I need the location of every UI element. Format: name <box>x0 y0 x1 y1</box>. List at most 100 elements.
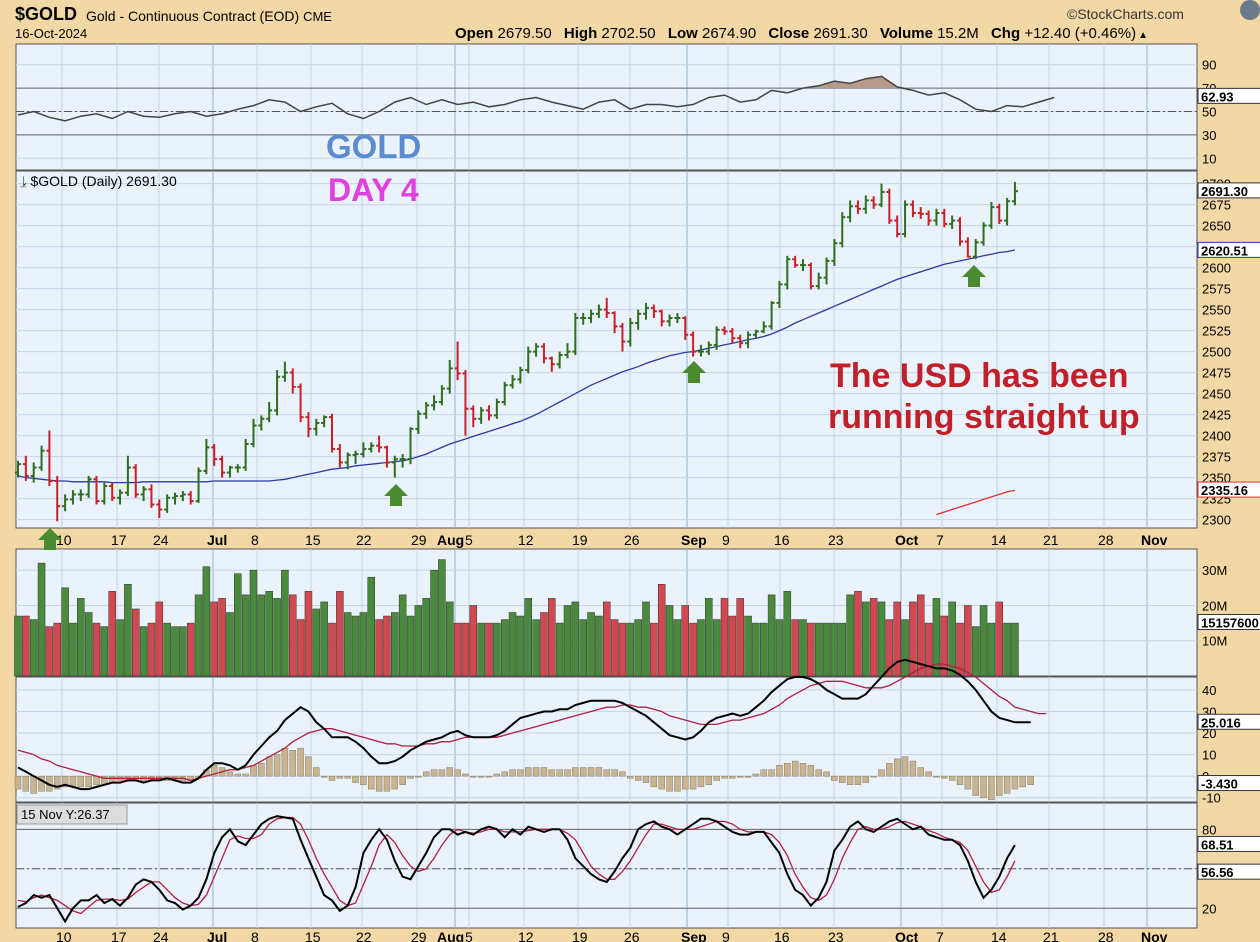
macd-histogram-bar <box>737 775 744 778</box>
macd-histogram-bar <box>627 775 634 779</box>
volume-bar <box>681 605 689 677</box>
x-tick-label: 8 <box>251 532 259 548</box>
macd-histogram-bar <box>878 769 885 777</box>
settings-icon[interactable] <box>1240 0 1260 20</box>
volume-bar <box>995 601 1003 677</box>
macd-histogram-bar <box>964 775 972 790</box>
macd-histogram-bar <box>242 773 249 777</box>
macd-histogram-bar <box>580 767 587 777</box>
volume-bar <box>877 601 886 677</box>
macd-histogram-bar <box>744 775 752 778</box>
volume-last-tag-box <box>1197 614 1260 631</box>
volume-bar <box>273 598 281 677</box>
x-tick-label: 5 <box>465 532 473 548</box>
volume-bar <box>116 619 124 677</box>
price-last-tag: 2691.30 <box>1201 184 1248 199</box>
macd-histogram-bar <box>956 775 964 785</box>
up-arrow-icon <box>384 484 408 506</box>
volume-bar <box>869 598 878 677</box>
volume-bar <box>540 612 548 677</box>
volume-bar <box>430 569 438 677</box>
macd-tick-label: -10 <box>1202 791 1221 806</box>
volume-tick-label: 20M <box>1202 598 1227 613</box>
volume-bar <box>791 619 799 677</box>
macd-histogram-bar <box>93 775 100 785</box>
up-arrow-icon <box>682 361 706 383</box>
volume-last-tag: 15157600 <box>1201 616 1259 631</box>
price-tick-label: 2375 <box>1202 450 1231 465</box>
volume-bar <box>885 619 894 677</box>
macd-histogram-bar <box>438 769 446 777</box>
volume-bar <box>642 601 650 677</box>
volume-bar <box>336 591 344 677</box>
volume-bar <box>265 591 273 677</box>
macd-histogram-bar <box>831 775 838 781</box>
x-tick-label: 23 <box>828 929 844 942</box>
x-tick-label: 8 <box>251 929 259 942</box>
macd-histogram-bar <box>1003 775 1011 794</box>
macd-histogram-bar <box>556 769 563 777</box>
ma50-last-tag-box <box>1197 241 1260 258</box>
macd-histogram-bar <box>752 773 760 777</box>
macd-histogram-bar <box>909 760 917 777</box>
x-tick-label: Jul <box>207 532 227 548</box>
macd-histogram-bar <box>996 775 1003 796</box>
stoch-k-tag: 68.51 <box>1201 837 1234 852</box>
volume-bar <box>838 622 846 677</box>
x-tick-label: 26 <box>624 532 640 548</box>
macd-histogram-bar <box>948 775 956 781</box>
macd-histogram-bar <box>839 775 846 783</box>
x-tick-label: Jul <box>207 929 227 942</box>
macd-histogram-bar <box>705 775 712 785</box>
ma50-line <box>17 249 1016 484</box>
volume-bar <box>77 598 85 677</box>
macd-histogram-bar <box>548 769 555 777</box>
macd-histogram-bar <box>297 747 304 777</box>
volume-bar <box>14 615 22 677</box>
macd-histogram-bar <box>862 775 869 783</box>
macd-histogram-bar <box>595 767 603 777</box>
volume-bar <box>155 601 164 677</box>
volume-bar <box>846 594 854 677</box>
volume-bar <box>234 573 242 677</box>
stockcharts-watermark: ©StockCharts.com <box>1067 6 1184 22</box>
macd-histogram-bar <box>454 769 461 777</box>
volume-bar <box>603 601 611 677</box>
x-tick-label: 17 <box>111 929 127 942</box>
volume-bar <box>391 612 399 677</box>
x-tick-label: 14 <box>991 532 1007 548</box>
macd-tick-label: 40 <box>1202 683 1216 698</box>
macd-histogram-bar <box>540 767 548 777</box>
volume-bar <box>469 605 478 677</box>
macd-histogram-bar <box>477 775 485 778</box>
macd-histogram-bar <box>61 775 69 788</box>
macd-histogram-bar <box>823 771 830 777</box>
stoch-tick-label: 80 <box>1202 822 1216 837</box>
x-tick-label: Nov <box>1141 532 1168 548</box>
x-tick-label: 26 <box>624 929 640 942</box>
volume-bar <box>548 598 556 677</box>
volume-bar <box>202 566 211 677</box>
volume-bar <box>383 615 391 677</box>
x-tick-label: 12 <box>518 532 534 548</box>
macd-histogram-bar <box>391 775 398 790</box>
volume-bar <box>814 622 823 677</box>
volume-bar <box>218 598 226 677</box>
x-tick-label: 19 <box>572 532 588 548</box>
volume-bar <box>689 622 697 677</box>
volume-bar <box>657 584 666 677</box>
x-tick-label: 10 <box>56 929 72 942</box>
ma50-last-tag: 2620.51 <box>1201 243 1248 258</box>
volume-bar <box>351 615 360 677</box>
macd-histogram-bar <box>470 775 477 778</box>
x-tick-label: Aug <box>437 929 464 942</box>
volume-bar <box>932 598 941 677</box>
x-tick-label: 17 <box>111 532 127 548</box>
price-tick-label: 2500 <box>1202 345 1231 360</box>
volume-bar <box>226 612 234 677</box>
x-tick-label: 7 <box>936 929 944 942</box>
macd-histogram-bar <box>22 775 30 792</box>
x-tick-label: 29 <box>411 929 427 942</box>
price-tick-label: 2400 <box>1202 429 1231 444</box>
rsi-last-value: 62.93 <box>1201 89 1234 104</box>
